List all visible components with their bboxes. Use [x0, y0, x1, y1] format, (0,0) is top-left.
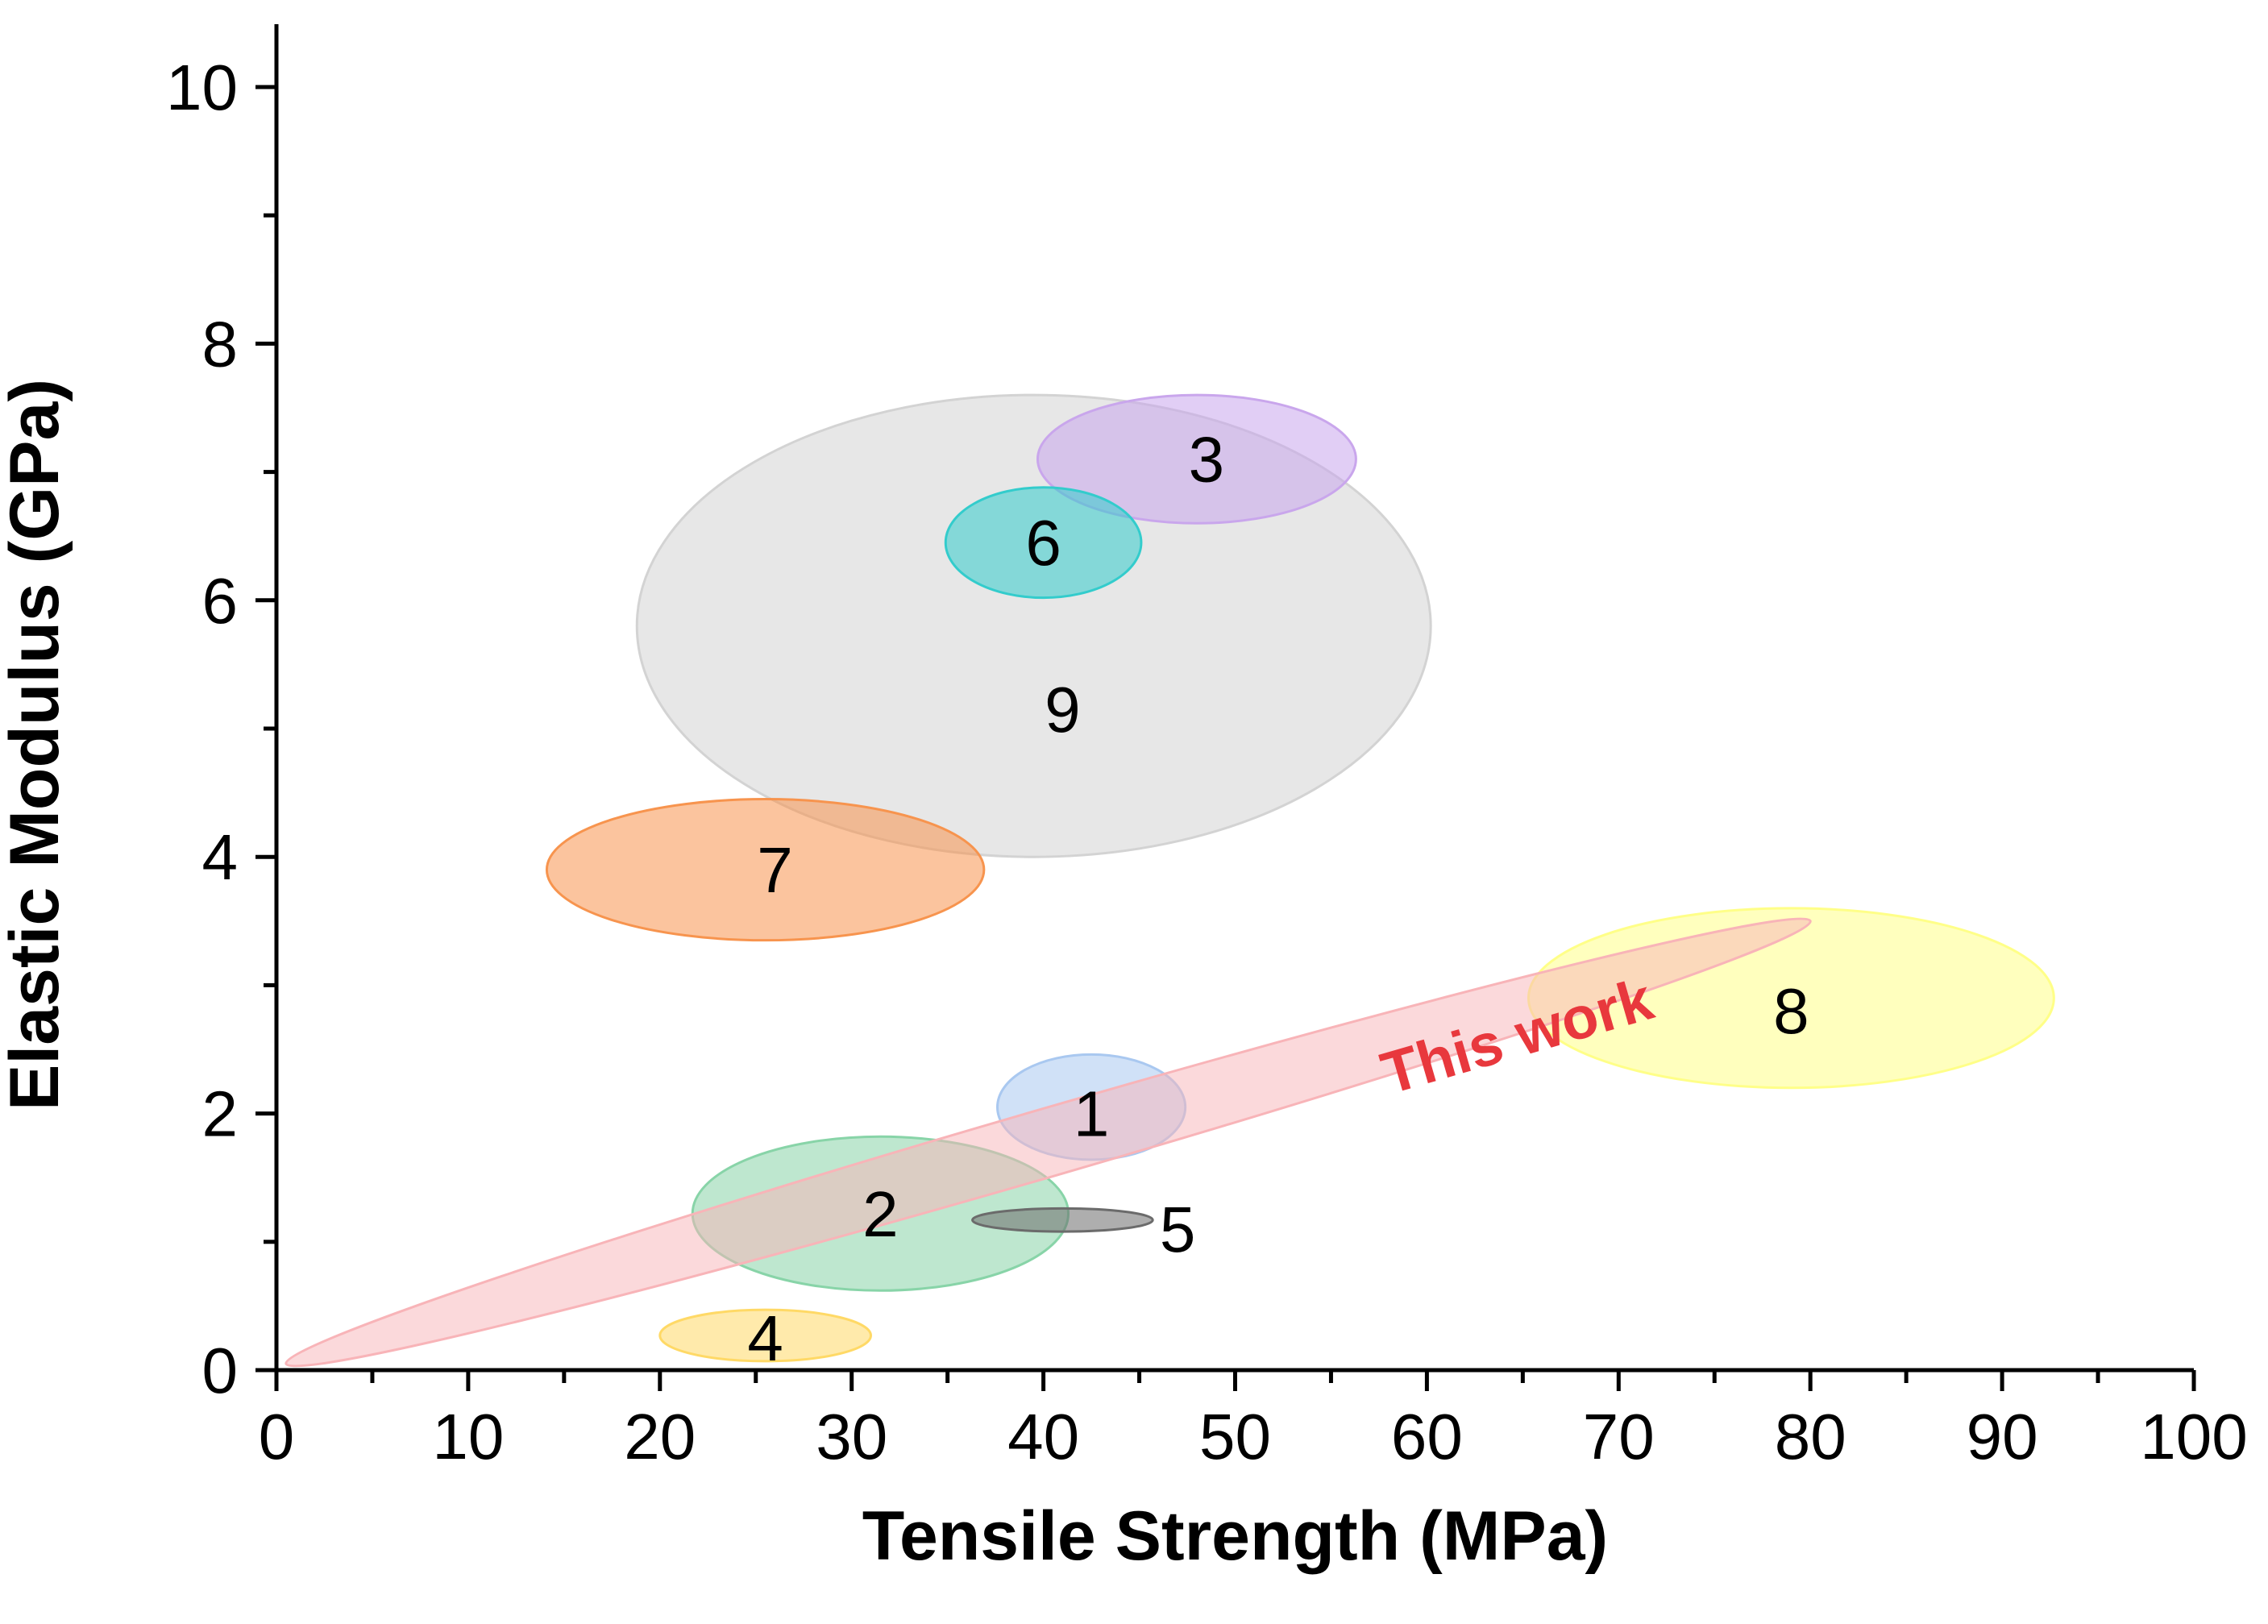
- region-label-6: 6: [1025, 507, 1061, 579]
- region-4: [658, 1308, 872, 1363]
- x-tick-label: 70: [1583, 1401, 1655, 1472]
- x-tick-label: 50: [1199, 1401, 1271, 1472]
- y-tick-label: 2: [202, 1078, 239, 1150]
- y-tick-label: 10: [166, 52, 238, 123]
- region-label-2: 2: [862, 1178, 899, 1250]
- y-axis-title: Elastic Modulus (GPa): [0, 379, 73, 1111]
- x-tick-label: 100: [2140, 1401, 2247, 1472]
- x-tick-label: 10: [432, 1401, 504, 1472]
- y-tick-label: 6: [202, 565, 239, 637]
- y-ticks: 0 2 4 6 8 10: [166, 52, 276, 1406]
- region-label-9: 9: [1045, 674, 1081, 746]
- x-ticks: 0 10 20 30 40 50 60 70 80 90 100: [259, 1370, 2248, 1472]
- x-axis-title: Tensile Strength (MPa): [862, 1497, 1608, 1575]
- region-label-4: 4: [747, 1302, 783, 1374]
- x-tick-label: 60: [1391, 1401, 1463, 1472]
- region-5: [971, 1207, 1154, 1233]
- region-label-7: 7: [757, 834, 793, 906]
- y-tick-label: 8: [202, 308, 239, 380]
- x-tick-label: 80: [1775, 1401, 1846, 1472]
- y-tick-label: 0: [202, 1335, 239, 1406]
- x-tick-label: 20: [624, 1401, 696, 1472]
- region-7: [545, 798, 986, 942]
- region-label-1: 1: [1074, 1078, 1110, 1150]
- region-3: [1036, 393, 1357, 525]
- x-tick-label: 30: [816, 1401, 887, 1472]
- highlight-region: [285, 917, 1812, 1368]
- region-label-5: 5: [1160, 1194, 1196, 1265]
- x-tick-label: 90: [1967, 1401, 2038, 1472]
- region-label-3: 3: [1189, 424, 1225, 496]
- y-tick-label: 4: [202, 821, 239, 893]
- region-label-8: 8: [1773, 975, 1809, 1047]
- x-tick-label: 40: [1007, 1401, 1079, 1472]
- highlight-ellipse: [285, 917, 1812, 1368]
- region-6: [944, 486, 1143, 600]
- x-tick-label: 0: [259, 1401, 295, 1472]
